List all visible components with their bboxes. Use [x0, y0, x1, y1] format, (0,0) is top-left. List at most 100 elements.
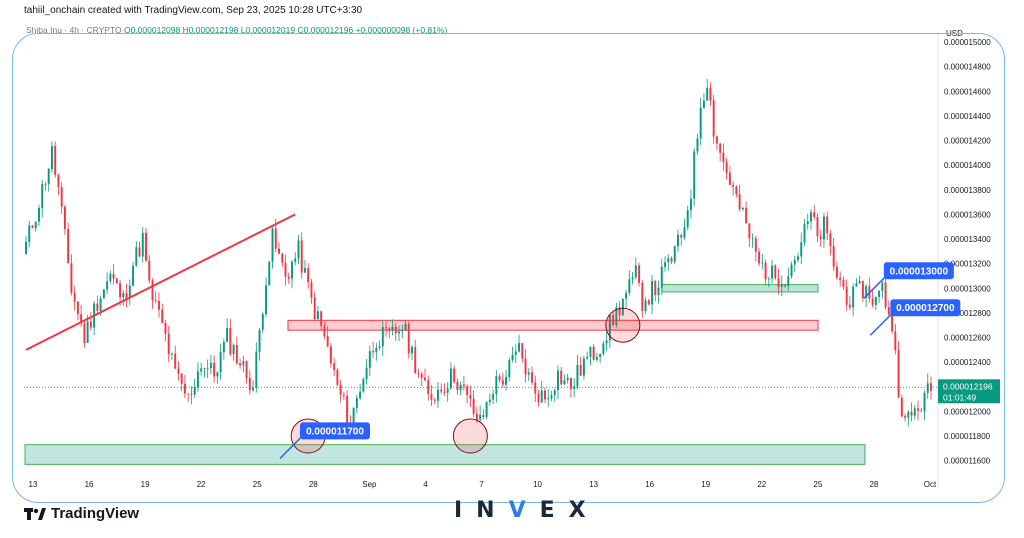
candle [797, 256, 799, 260]
candle [878, 290, 881, 297]
candle [810, 212, 812, 222]
candle [683, 227, 686, 238]
candle [732, 184, 735, 187]
candle [686, 210, 689, 228]
price-label-box[interactable] [883, 262, 954, 280]
candle [923, 392, 926, 412]
candle [680, 234, 683, 238]
candle [86, 321, 89, 343]
candle [612, 314, 615, 325]
candle [248, 378, 251, 391]
candle [145, 232, 147, 261]
candle [573, 386, 576, 389]
candle [670, 258, 673, 262]
y-tick-label: 0.000013200 [944, 260, 991, 269]
candle [446, 388, 449, 393]
candle [96, 303, 99, 311]
candle [745, 207, 748, 224]
candle [106, 281, 109, 290]
candle [754, 238, 757, 252]
candle [689, 198, 692, 211]
candle [479, 414, 482, 420]
candle [99, 298, 102, 311]
candle [320, 311, 323, 326]
candle [297, 240, 300, 259]
candle [505, 377, 508, 385]
candle [271, 228, 274, 262]
candle [456, 381, 459, 391]
candle [420, 373, 423, 378]
candle [339, 384, 342, 395]
candle [449, 368, 452, 389]
candle [206, 367, 209, 369]
candle [154, 300, 157, 302]
candle [524, 358, 527, 375]
y-tick-label: 0.000012800 [944, 309, 991, 318]
candle [219, 351, 222, 373]
symbol-name[interactable]: Shiba Inu · 4h · CRYPTO [26, 25, 122, 35]
candle [803, 224, 806, 243]
candle [459, 384, 462, 391]
candle [654, 281, 657, 296]
candle [352, 408, 355, 427]
candle [430, 394, 433, 400]
candle [148, 260, 151, 281]
candle [897, 350, 900, 398]
price-label-box[interactable] [890, 299, 961, 317]
price-label-box[interactable] [299, 422, 370, 440]
candle [67, 228, 70, 264]
candle [589, 346, 592, 357]
candle [819, 236, 822, 240]
candle [894, 331, 897, 351]
candle [780, 285, 783, 287]
candle [258, 329, 261, 352]
candle [112, 273, 115, 279]
candle [329, 346, 332, 364]
candle [57, 174, 60, 188]
candle [900, 397, 903, 417]
candle [492, 394, 495, 400]
candle [303, 268, 306, 273]
candle [115, 278, 118, 284]
candle [498, 376, 501, 381]
candle [787, 276, 790, 287]
candle [664, 262, 666, 267]
candle [634, 265, 637, 278]
candle [281, 253, 284, 263]
highlight-frame [12, 33, 1005, 503]
y-tick-label: 0.000012000 [944, 407, 991, 416]
candle [151, 280, 154, 301]
candle [336, 369, 339, 385]
candle [242, 361, 245, 366]
candle [738, 194, 741, 210]
candle [141, 232, 144, 257]
candle [359, 391, 362, 399]
candle [790, 264, 793, 277]
candle [187, 393, 190, 395]
x-tick-label: 25 [813, 480, 822, 489]
trendline[interactable] [25, 213, 296, 351]
candle [537, 393, 540, 403]
support-zone [24, 444, 866, 465]
last-price-tag [938, 379, 1000, 404]
candle [534, 382, 537, 394]
candle [28, 225, 31, 242]
price-label-pointer [279, 435, 303, 459]
candle [709, 87, 712, 101]
candle [161, 309, 164, 323]
y-tick-label: 0.000014600 [944, 87, 991, 96]
candle [216, 372, 219, 377]
candle [378, 346, 381, 348]
candle [667, 258, 670, 263]
candle [54, 146, 57, 175]
candle [599, 353, 602, 357]
change-value: +0.000000098 (+0.81%) [355, 25, 448, 35]
candle [34, 221, 37, 229]
candle [839, 277, 842, 281]
candle [414, 347, 417, 373]
candle [443, 391, 446, 393]
candle [764, 262, 767, 280]
candle [401, 329, 404, 332]
candle [547, 398, 550, 400]
